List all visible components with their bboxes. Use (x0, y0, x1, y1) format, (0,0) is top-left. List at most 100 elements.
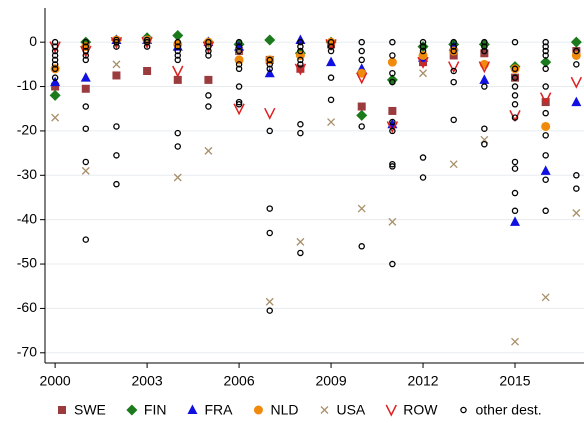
marker-open-circle (542, 38, 549, 46)
marker-open-circle (174, 47, 182, 55)
marker-diamond (264, 34, 276, 46)
marker-open-circle (327, 74, 335, 81)
legend-item: FRA (187, 402, 233, 418)
marker-open-circle (389, 69, 396, 77)
marker-open-circle (573, 172, 580, 179)
marker-open-circle (297, 121, 304, 128)
marker-open-circle (297, 43, 304, 50)
marker-open-circle (113, 38, 120, 46)
marker-square (51, 82, 60, 91)
marker-open-circle (511, 207, 519, 215)
marker-open-circle (113, 43, 120, 50)
marker-x (357, 204, 366, 213)
marker-open-circle (51, 43, 59, 50)
marker-open-circle (143, 36, 151, 44)
marker-open-circle (511, 101, 519, 108)
marker-open-circle (51, 61, 59, 68)
marker-x (51, 113, 60, 122)
marker-open-circle (327, 47, 335, 55)
marker-open-circle (235, 83, 243, 90)
marker-open-circle (297, 129, 304, 137)
legend-item: NLD (253, 402, 298, 418)
marker-open-circle (235, 65, 243, 73)
marker-v (540, 92, 552, 105)
marker-open-circle (358, 38, 365, 46)
marker-open-circle (389, 163, 396, 170)
marker-open-circle (358, 243, 365, 250)
marker-open-circle (174, 43, 182, 50)
marker-open-circle (82, 158, 90, 166)
marker-square (511, 73, 520, 82)
marker-circle (571, 50, 581, 60)
marker-open-circle (235, 43, 243, 50)
y-tick-label: -30 (17, 166, 37, 182)
marker-open-circle (205, 52, 212, 59)
legend-item: SWE (58, 402, 106, 418)
marker-open-circle (481, 47, 488, 55)
marker-triangle (187, 404, 198, 414)
marker-x (81, 166, 90, 175)
marker-open-circle (82, 125, 90, 132)
marker-open-circle (82, 236, 90, 243)
marker-square (112, 71, 121, 80)
marker-open-circle (266, 65, 273, 73)
marker-open-circle (205, 92, 212, 99)
marker-circle (418, 50, 428, 60)
marker-v (294, 63, 307, 76)
marker-square (296, 64, 305, 73)
marker-open-circle (389, 127, 396, 135)
marker-diamond (172, 30, 184, 42)
marker-open-circle (419, 47, 427, 55)
legend-label: USA (336, 402, 365, 418)
marker-open-circle (205, 43, 212, 50)
marker-open-circle (450, 47, 457, 55)
marker-x (449, 160, 458, 169)
legend-item: ROW (385, 402, 438, 418)
marker-open-circle (419, 174, 427, 181)
marker-open-circle (51, 47, 59, 55)
marker-open-circle (573, 61, 580, 68)
marker-open-circle (389, 52, 396, 59)
legend-item: FIN (126, 402, 166, 418)
marker-x (204, 146, 213, 155)
marker-v (385, 404, 397, 417)
marker-v (570, 76, 583, 89)
marker-open-circle (542, 176, 549, 183)
marker-x (327, 118, 336, 127)
marker-open-circle (51, 56, 59, 64)
y-tick-label: 0 (29, 33, 37, 49)
legend-item: USA (320, 402, 366, 418)
marker-circle (357, 68, 367, 78)
legend-label: FIN (144, 402, 167, 418)
marker-open-circle (113, 123, 120, 130)
legend-label: other dest. (475, 402, 541, 418)
marker-open-circle (235, 47, 243, 55)
marker-v (110, 36, 123, 49)
marker-open-circle (542, 47, 549, 55)
marker-open-circle (327, 38, 335, 46)
marker-open-circle (358, 56, 365, 64)
marker-open-circle (542, 83, 549, 90)
grid (45, 41, 584, 354)
marker-open-circle (573, 185, 580, 192)
legend-label: SWE (74, 402, 106, 418)
marker-open-circle (266, 56, 273, 64)
marker-open-circle (174, 52, 182, 59)
marker-open-circle (450, 43, 457, 50)
marker-open-circle (266, 61, 273, 68)
marker-open-circle (419, 154, 427, 161)
marker-square (173, 75, 182, 84)
marker-open-circle (481, 125, 488, 132)
marker-open-circle (174, 143, 182, 150)
marker-open-circle (113, 36, 120, 44)
marker-open-circle (235, 38, 243, 46)
marker-square (143, 67, 152, 76)
marker-v (202, 41, 215, 54)
marker-open-circle (82, 103, 90, 110)
x-tick-label: 2000 (40, 373, 71, 389)
marker-triangle (510, 216, 521, 226)
marker-open-circle (82, 47, 90, 55)
marker-open-circle (358, 123, 365, 130)
marker-open-circle (266, 127, 273, 135)
